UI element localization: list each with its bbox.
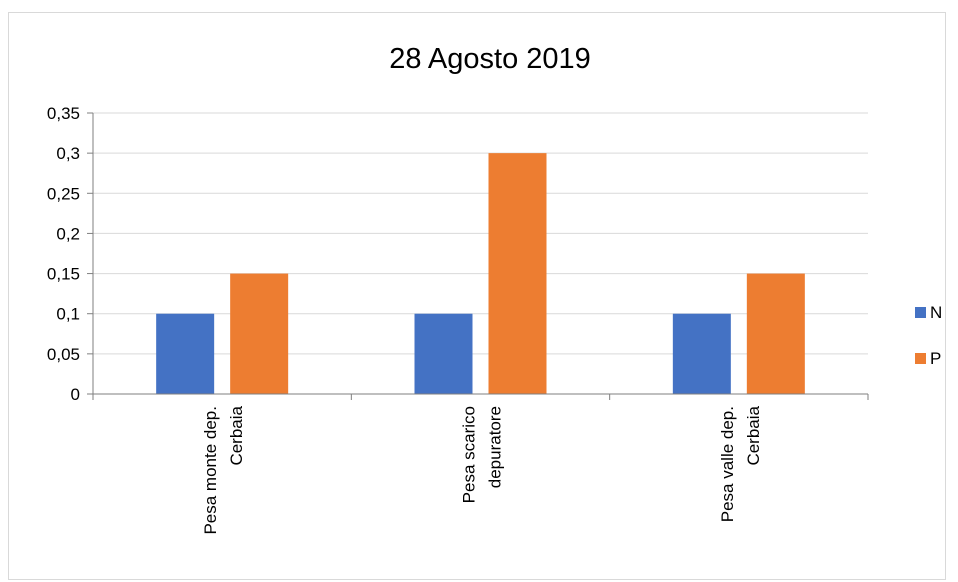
y-tick-label: 0,35 <box>47 104 80 123</box>
bar-n <box>414 313 473 394</box>
chart-title: 28 Agosto 2019 <box>389 43 591 75</box>
legend-label-p: P <box>930 349 941 368</box>
gridlines <box>93 112 868 355</box>
bar-p <box>488 153 547 394</box>
y-tick-label: 0 <box>71 385 80 404</box>
x-category-label: Pesa monte dep. <box>201 406 220 535</box>
bars <box>156 153 805 394</box>
x-category-label: Cerbaia <box>227 405 246 465</box>
legend-label-n: N <box>930 303 942 322</box>
y-tick-label: 0,15 <box>47 265 80 284</box>
legend-swatch-p <box>915 353 926 364</box>
legend: NP <box>915 303 942 368</box>
y-tick-label: 0,1 <box>56 305 80 324</box>
x-category-label: Pesa scarico <box>460 406 479 503</box>
x-category-label: Cerbaia <box>744 405 763 465</box>
x-category-label: Pesa valle dep. <box>718 406 737 522</box>
x-category-label: depuratore <box>486 406 505 488</box>
legend-swatch-n <box>915 307 926 318</box>
bar-n <box>156 313 215 394</box>
bar-n <box>672 313 731 394</box>
x-axis-category-labels: Pesa monte dep. Cerbaia Pesa scarico depura… <box>201 405 763 534</box>
y-tick-label: 0,3 <box>56 144 80 163</box>
bar-p <box>230 273 289 394</box>
y-axis-tick-labels: 0 0,05 0,1 0,15 0,2 0,25 0,3 0,35 <box>47 104 80 404</box>
y-tick-label: 0,05 <box>47 345 80 364</box>
bar-p <box>746 273 805 394</box>
y-tick-label: 0,25 <box>47 184 80 203</box>
axes <box>87 112 869 400</box>
y-tick-label: 0,2 <box>56 224 80 243</box>
